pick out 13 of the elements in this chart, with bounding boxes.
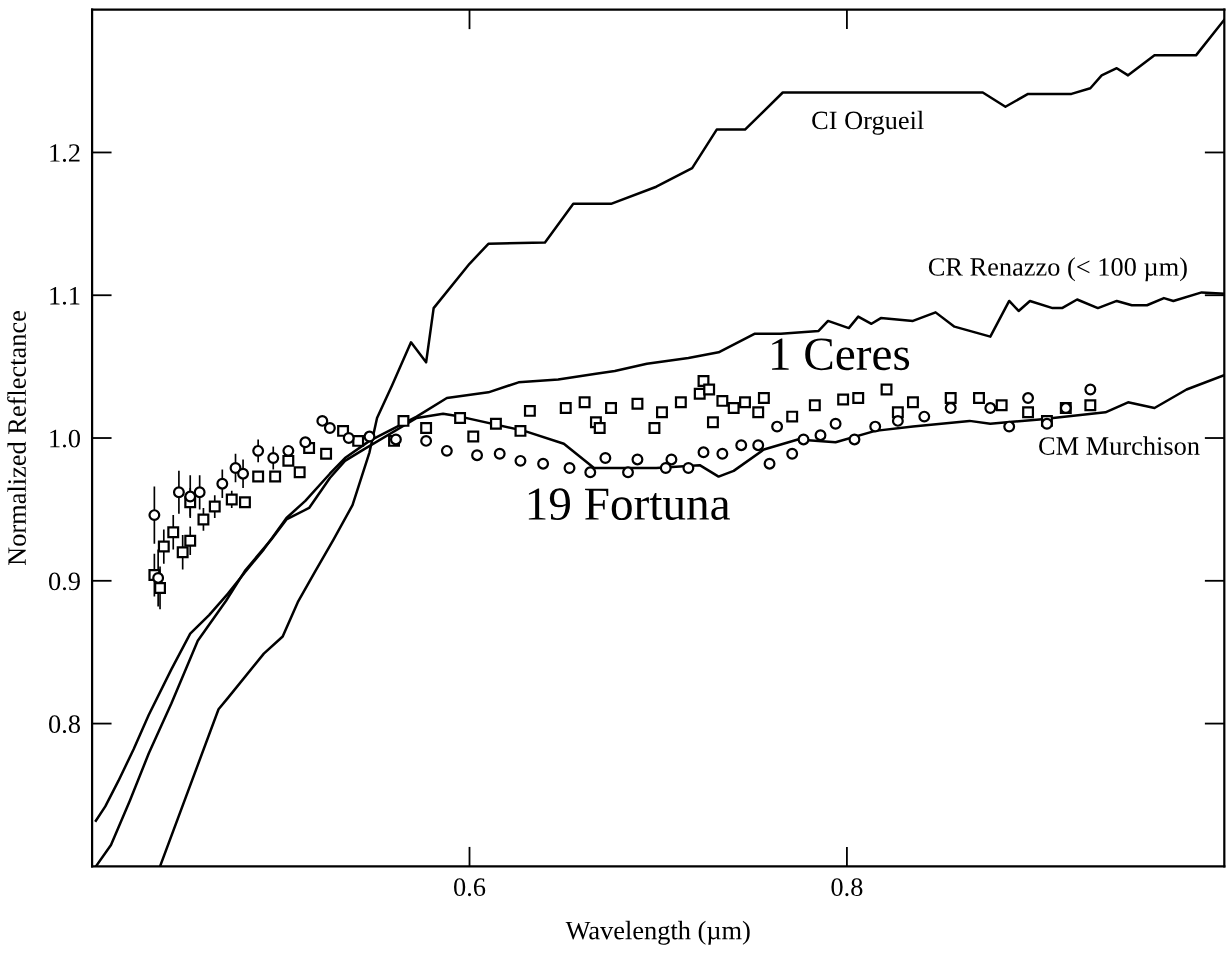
y-tick-label: 1.1 (50, 286, 80, 305)
annotation: CM Murchison (1039, 436, 1200, 455)
annotation: 19 Fortuna (528, 488, 730, 521)
y-tick-label: 0.9 (49, 572, 80, 591)
y-tick-label: 1.2 (50, 144, 80, 162)
y-axis-title: Normalized Reflectance (7, 311, 26, 566)
annotation: CR Renazzo (< 100 µm) (928, 257, 1187, 282)
x-axis-title: Wavelength (µm) (565, 920, 750, 945)
y-tick-label: 0.8 (49, 715, 80, 734)
y-tick-label: 1.0 (50, 429, 80, 448)
x-tick-label: 0.6 (454, 878, 486, 897)
annotation: 1 Ceres (772, 338, 910, 371)
annotation: CI Orgueil (812, 110, 924, 135)
